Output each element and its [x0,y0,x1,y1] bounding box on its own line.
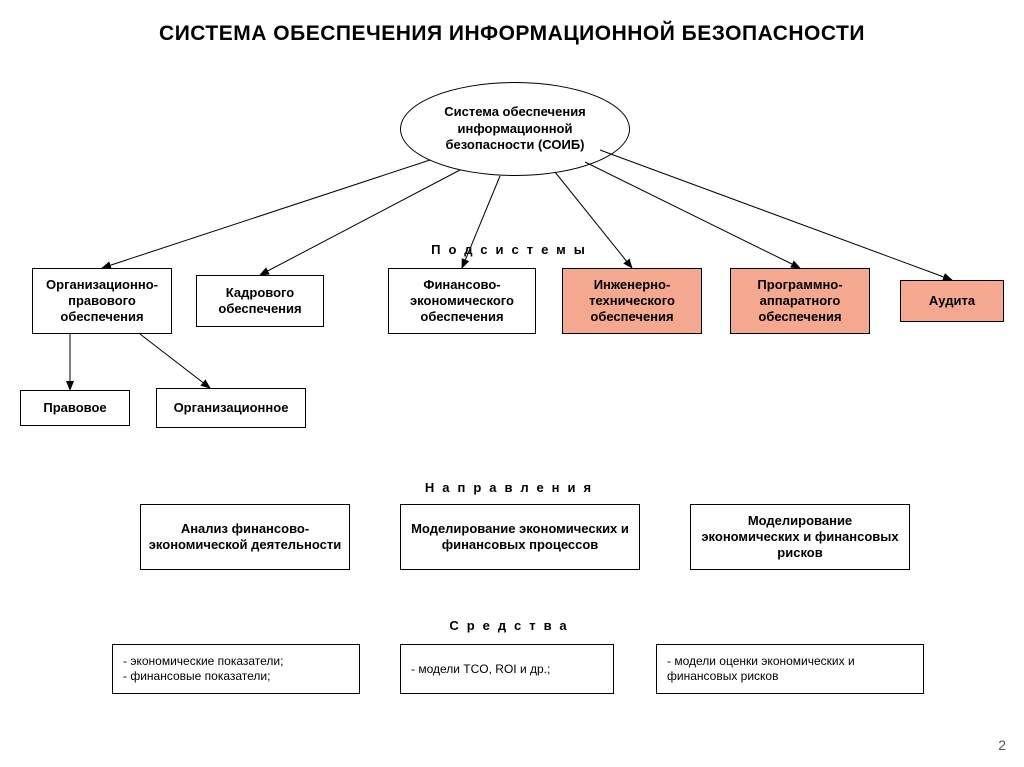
subchild-legal: Правовое [20,390,130,426]
direction-3: Моделирование экономических и финансовых… [690,504,910,570]
root-label: Система обеспечения информационной безоп… [421,104,609,155]
root-node: Система обеспечения информационной безоп… [400,82,630,176]
section-label-means: Средства [0,618,1024,633]
page-number: 2 [998,737,1006,753]
means-2: - модели TCO, ROI и др.; [400,644,614,694]
means-1: - экономические показатели; - финансовые… [112,644,360,694]
subsystem-personnel: Кадрового обеспечения [196,275,324,327]
section-label-subsystems: Подсистемы [0,242,1024,257]
subsystem-hw-sw: Программно-аппаратного обеспечения [730,268,870,334]
subsystem-org-legal: Организационно-правового обеспечения [32,268,172,334]
subsystem-eng-tech: Инженерно-технического обеспечения [562,268,702,334]
diagram-canvas: СИСТЕМА ОБЕСПЕЧЕНИЯ ИНФОРМАЦИОННОЙ БЕЗОП… [0,0,1024,767]
means-3: - модели оценки экономических и финансов… [656,644,924,694]
direction-1: Анализ финансово-экономической деятельно… [140,504,350,570]
subsystem-fin-econ: Финансово-экономического обеспечения [388,268,536,334]
page-title: СИСТЕМА ОБЕСПЕЧЕНИЯ ИНФОРМАЦИОННОЙ БЕЗОП… [0,22,1024,46]
subsystem-audit: Аудита [900,280,1004,322]
direction-2: Моделирование экономических и финансовых… [400,504,640,570]
subchild-org: Организационное [156,388,306,428]
section-label-directions: Направления [0,480,1024,495]
